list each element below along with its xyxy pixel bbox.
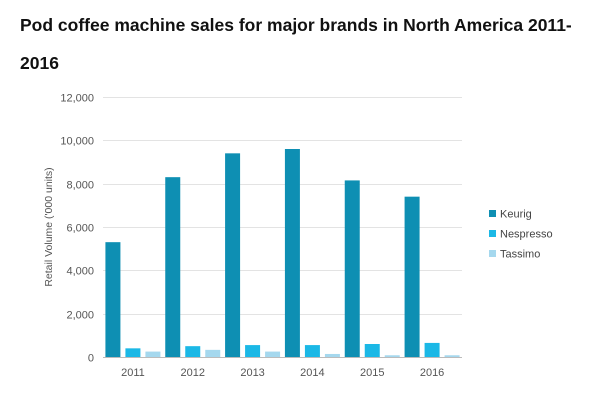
y-tick-label: 10,000 — [60, 136, 94, 148]
x-tick-label: 2016 — [420, 367, 444, 379]
bar-tassimo-2015 — [384, 355, 400, 357]
bar-keurig-2011 — [105, 242, 121, 357]
y-axis-title: Retail Volume ('000 units) — [43, 167, 55, 286]
y-tick-label: 4,000 — [66, 266, 94, 278]
bar-nespresso-2011 — [125, 348, 141, 357]
bar-tassimo-2014 — [324, 353, 340, 357]
x-tick-label: 2014 — [300, 367, 324, 379]
bar-nespresso-2014 — [304, 345, 320, 357]
x-tick-label: 2011 — [121, 367, 145, 379]
x-tick-label: 2013 — [240, 367, 264, 379]
chart-title: Pod coffee machine sales for major brand… — [20, 15, 572, 73]
bar-keurig-2016 — [404, 196, 420, 357]
y-tick-label: 0 — [88, 353, 94, 365]
x-tick-label: 2015 — [360, 367, 384, 379]
bar-tassimo-2013 — [265, 351, 281, 357]
bar-keurig-2014 — [284, 149, 300, 357]
bar-tassimo-2012 — [205, 349, 221, 357]
bar-tassimo-2016 — [444, 355, 460, 357]
y-axis-ticks: 0 2,000 4,000 6,000 8,000 10,000 12,000 — [60, 93, 94, 365]
bar-tassimo-2011 — [145, 351, 161, 357]
x-axis-ticks: 2011 2012 2013 2014 2015 2016 — [121, 367, 444, 379]
x-tick-label: 2012 — [181, 367, 205, 379]
legend-label-nespresso: Nespresso — [500, 229, 553, 241]
legend-swatch-tassimo — [489, 250, 496, 257]
bar-keurig-2015 — [344, 180, 360, 357]
y-tick-label: 2,000 — [66, 310, 94, 322]
legend-label-keurig: Keurig — [500, 209, 532, 221]
bar-nespresso-2013 — [245, 345, 261, 357]
gridlines — [103, 97, 462, 315]
bars — [105, 149, 460, 357]
legend-label-tassimo: Tassimo — [500, 249, 540, 261]
bar-keurig-2012 — [165, 177, 181, 357]
y-tick-label: 12,000 — [60, 93, 94, 105]
legend-swatch-nespresso — [489, 230, 496, 237]
bar-nespresso-2015 — [364, 344, 380, 357]
legend: Keurig Nespresso Tassimo — [489, 209, 553, 261]
bar-keurig-2013 — [225, 153, 241, 357]
bar-nespresso-2016 — [424, 342, 440, 357]
y-tick-label: 8,000 — [66, 180, 94, 192]
legend-swatch-keurig — [489, 210, 496, 217]
y-tick-label: 6,000 — [66, 223, 94, 235]
bar-nespresso-2012 — [185, 346, 201, 357]
